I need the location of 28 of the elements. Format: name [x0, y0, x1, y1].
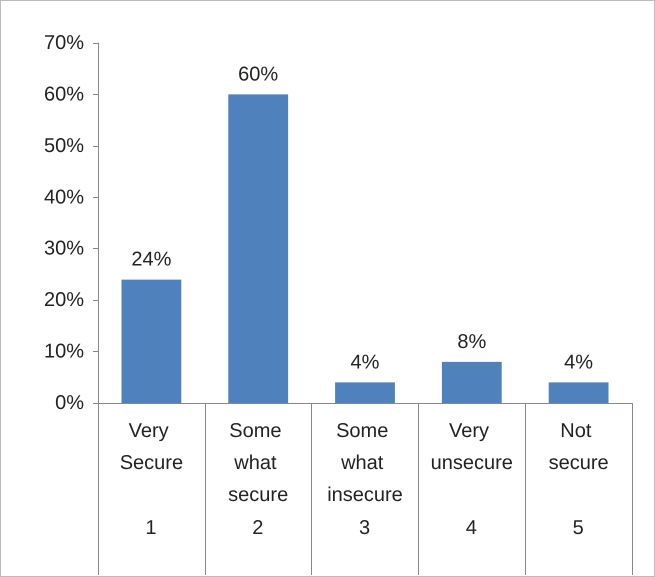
- data-label: 8%: [457, 330, 486, 353]
- y-tick-label: 10%: [44, 340, 84, 363]
- x-tick-label: Not secure: [548, 420, 609, 474]
- x-tick-label: Very unsecure: [430, 420, 513, 474]
- bar: [548, 382, 609, 403]
- bar: [121, 280, 182, 403]
- y-tick-label: 40%: [44, 186, 84, 208]
- data-label: 24%: [131, 248, 172, 271]
- text: 3: [359, 517, 370, 539]
- x-tick-label: Very Secure: [120, 420, 184, 474]
- y-tick-label: 20%: [44, 289, 84, 312]
- text: 4: [466, 517, 477, 539]
- text: 1: [145, 517, 157, 539]
- text: 2: [252, 517, 264, 539]
- x-tick-label: Some what insecure: [327, 420, 403, 506]
- data-label: 4%: [350, 351, 380, 374]
- y-tick-label: 70%: [44, 32, 84, 54]
- y-tick-label: 30%: [44, 238, 84, 260]
- data-label: 60%: [238, 63, 278, 86]
- y-tick-label: 60%: [44, 83, 84, 106]
- y-tick-label: 50%: [44, 134, 84, 157]
- x-tick-label: Some what secure: [228, 420, 288, 506]
- bar: [335, 382, 395, 403]
- y-tick-label: 0%: [55, 392, 84, 414]
- bar: [442, 362, 502, 403]
- bar: [228, 94, 288, 403]
- data-label: 4%: [564, 351, 594, 374]
- text: 5: [572, 517, 584, 539]
